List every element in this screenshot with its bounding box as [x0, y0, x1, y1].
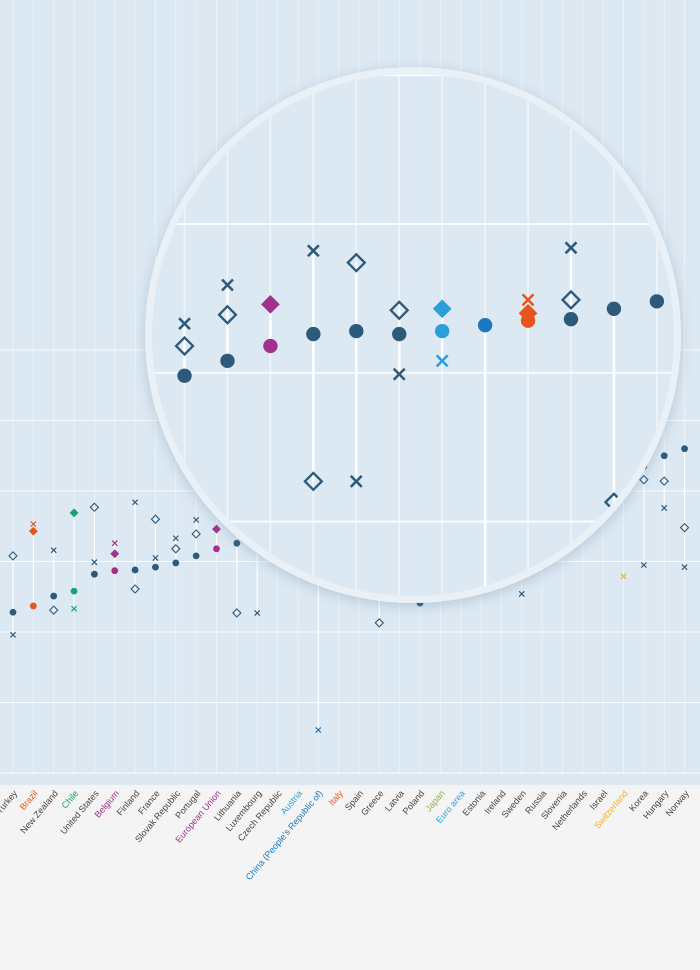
- diamond-marker: [191, 529, 201, 539]
- category-label: Poland: [401, 788, 427, 816]
- category-label: Finland: [115, 788, 142, 817]
- cross-marker: [178, 317, 191, 331]
- cross-marker: [640, 562, 647, 569]
- dot-marker: [177, 368, 192, 383]
- diamond-marker: [261, 295, 280, 314]
- cross-marker: [193, 516, 200, 523]
- category-label: Turkey: [0, 788, 20, 816]
- cross-marker: [111, 540, 118, 547]
- category-label: Greece: [359, 788, 386, 817]
- diamond-marker: [110, 549, 120, 559]
- diamond-marker: [69, 508, 79, 518]
- cross-marker: [30, 521, 37, 528]
- cross-marker: [172, 535, 179, 542]
- diamond-marker: [303, 471, 324, 492]
- cross-marker: [564, 241, 578, 255]
- diamond-marker: [8, 551, 18, 561]
- diamond-marker: [639, 474, 649, 485]
- magnifier-lens: [152, 74, 674, 596]
- diamond-marker: [432, 299, 452, 319]
- diamond-marker: [232, 608, 242, 618]
- cross-marker: [50, 547, 57, 554]
- dot-marker: [306, 326, 321, 342]
- dot-marker: [29, 602, 37, 610]
- dot-marker: [111, 567, 119, 575]
- diamond-marker: [150, 514, 161, 524]
- diamond-marker: [217, 304, 238, 325]
- diamond-marker: [48, 605, 59, 615]
- dot-marker: [434, 323, 450, 339]
- diamond-marker: [374, 618, 385, 628]
- cross-marker: [254, 609, 261, 616]
- cross-marker: [132, 499, 139, 506]
- dot-marker: [660, 452, 668, 460]
- cross-marker: [681, 564, 688, 571]
- dot-marker: [213, 545, 220, 553]
- dot-marker: [233, 539, 241, 547]
- diamond-marker: [560, 289, 582, 310]
- cross-marker: [620, 573, 627, 580]
- dot-marker: [392, 326, 407, 342]
- cross-marker: [152, 554, 159, 561]
- cross-marker: [435, 354, 449, 368]
- cross-marker: [661, 504, 668, 511]
- dot-marker: [681, 445, 688, 453]
- cross-marker: [71, 605, 78, 612]
- cross-marker: [521, 293, 535, 307]
- dot-marker: [477, 317, 493, 333]
- cross-marker: [518, 590, 525, 597]
- dot-marker: [70, 587, 78, 595]
- dot-marker: [50, 592, 58, 600]
- dot-marker: [9, 608, 17, 616]
- dot-marker: [606, 301, 622, 316]
- cross-marker: [315, 726, 322, 734]
- dot-marker: [563, 312, 579, 327]
- cross-marker: [349, 474, 363, 488]
- category-label: Italy: [327, 788, 346, 807]
- cross-marker: [9, 631, 17, 638]
- dot-marker: [91, 570, 98, 578]
- diamond-marker: [89, 502, 100, 512]
- dot-marker: [649, 294, 665, 309]
- diamond-marker: [28, 526, 38, 536]
- diamond-marker: [518, 303, 538, 323]
- dot-marker: [172, 559, 180, 567]
- diamond-marker: [346, 252, 367, 273]
- dot-marker: [131, 566, 139, 574]
- diamond-marker: [212, 524, 221, 534]
- diamond-marker: [130, 584, 140, 594]
- cross-marker: [306, 244, 320, 258]
- cross-marker: [221, 278, 234, 292]
- dot-marker: [263, 338, 278, 354]
- dot-marker: [349, 323, 364, 339]
- diamond-marker: [171, 544, 181, 554]
- diamond-marker: [389, 300, 410, 321]
- cross-marker: [392, 367, 406, 381]
- dot-marker: [192, 552, 200, 560]
- dot-marker: [152, 563, 159, 571]
- diamond-marker: [659, 476, 669, 486]
- diamond-marker: [679, 522, 690, 533]
- cross-marker: [91, 559, 98, 566]
- dot-marker: [220, 353, 235, 369]
- diamond-marker: [174, 335, 195, 357]
